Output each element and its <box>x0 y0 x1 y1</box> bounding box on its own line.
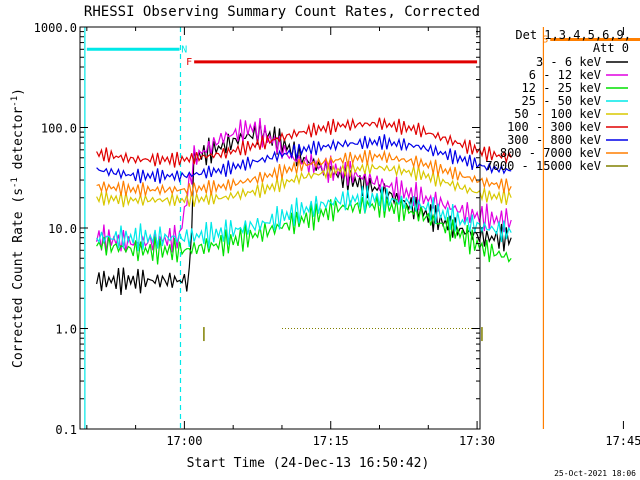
spike-group <box>203 327 483 342</box>
y-tick-label: 1000.0 <box>34 21 77 35</box>
legend-label: 7000 - 15000 keV <box>485 159 601 173</box>
y-label-sup2: -1 <box>10 96 20 107</box>
y-axis: 0.1 1.0 10.0 100.0 1000.0 <box>34 21 480 437</box>
y-tick-label: 1.0 <box>55 323 77 337</box>
flag-label: S <box>542 35 548 46</box>
series-group <box>96 117 512 329</box>
legend-label: 3 - 6 keV <box>536 55 601 69</box>
x-tick-label: 17:45 <box>605 434 640 448</box>
series-line <box>96 121 512 295</box>
plot-area: NF S <box>84 27 640 429</box>
y-label-main: Corrected Count Rate (s <box>11 188 26 368</box>
y-tick-label: 10.0 <box>48 222 77 236</box>
x-tick-label: 17:00 <box>166 434 202 448</box>
legend-title-line2: Att 0 <box>593 41 629 55</box>
y-label-mid: detector <box>11 107 26 178</box>
y-axis-label: Corrected Count Rate (s-1 detector-1) <box>10 88 26 368</box>
legend-label: 800 - 7000 keV <box>500 146 601 160</box>
series-line <box>96 191 512 265</box>
y-tick-label: 0.1 <box>55 423 77 437</box>
series-line <box>96 161 512 208</box>
legend-title-line1: Det 1,3,4,5,6,9, <box>515 28 631 42</box>
series-line <box>96 185 512 252</box>
legend-label: 25 - 50 keV <box>522 94 601 108</box>
x-tick-label: 17:15 <box>313 434 349 448</box>
legend-label: 50 - 100 keV <box>514 107 601 121</box>
y-tick-label: 100.0 <box>41 122 77 136</box>
flag-bars: NF S <box>86 35 640 68</box>
legend-label: 6 - 12 keV <box>529 68 601 82</box>
legend-label: 100 - 300 keV <box>507 120 601 134</box>
series-line <box>96 117 512 168</box>
timestamp: 25-Oct-2021 18:06 <box>554 469 636 478</box>
flag-label: N <box>181 44 187 55</box>
series-line <box>96 149 512 197</box>
flag-label: F <box>186 57 192 68</box>
legend-label: 300 - 800 keV <box>507 133 601 147</box>
x-tick-label: 17:30 <box>459 434 495 448</box>
y-label-sup1: -1 <box>10 177 20 188</box>
x-axis-label: Start Time (24-Dec-13 16:50:42) <box>187 456 430 471</box>
y-label-end: ) <box>11 88 26 96</box>
chart-title: RHESSI Observing Summary Count Rates, Co… <box>84 4 480 20</box>
series-line <box>96 134 512 184</box>
legend-label: 12 - 25 keV <box>522 81 601 95</box>
